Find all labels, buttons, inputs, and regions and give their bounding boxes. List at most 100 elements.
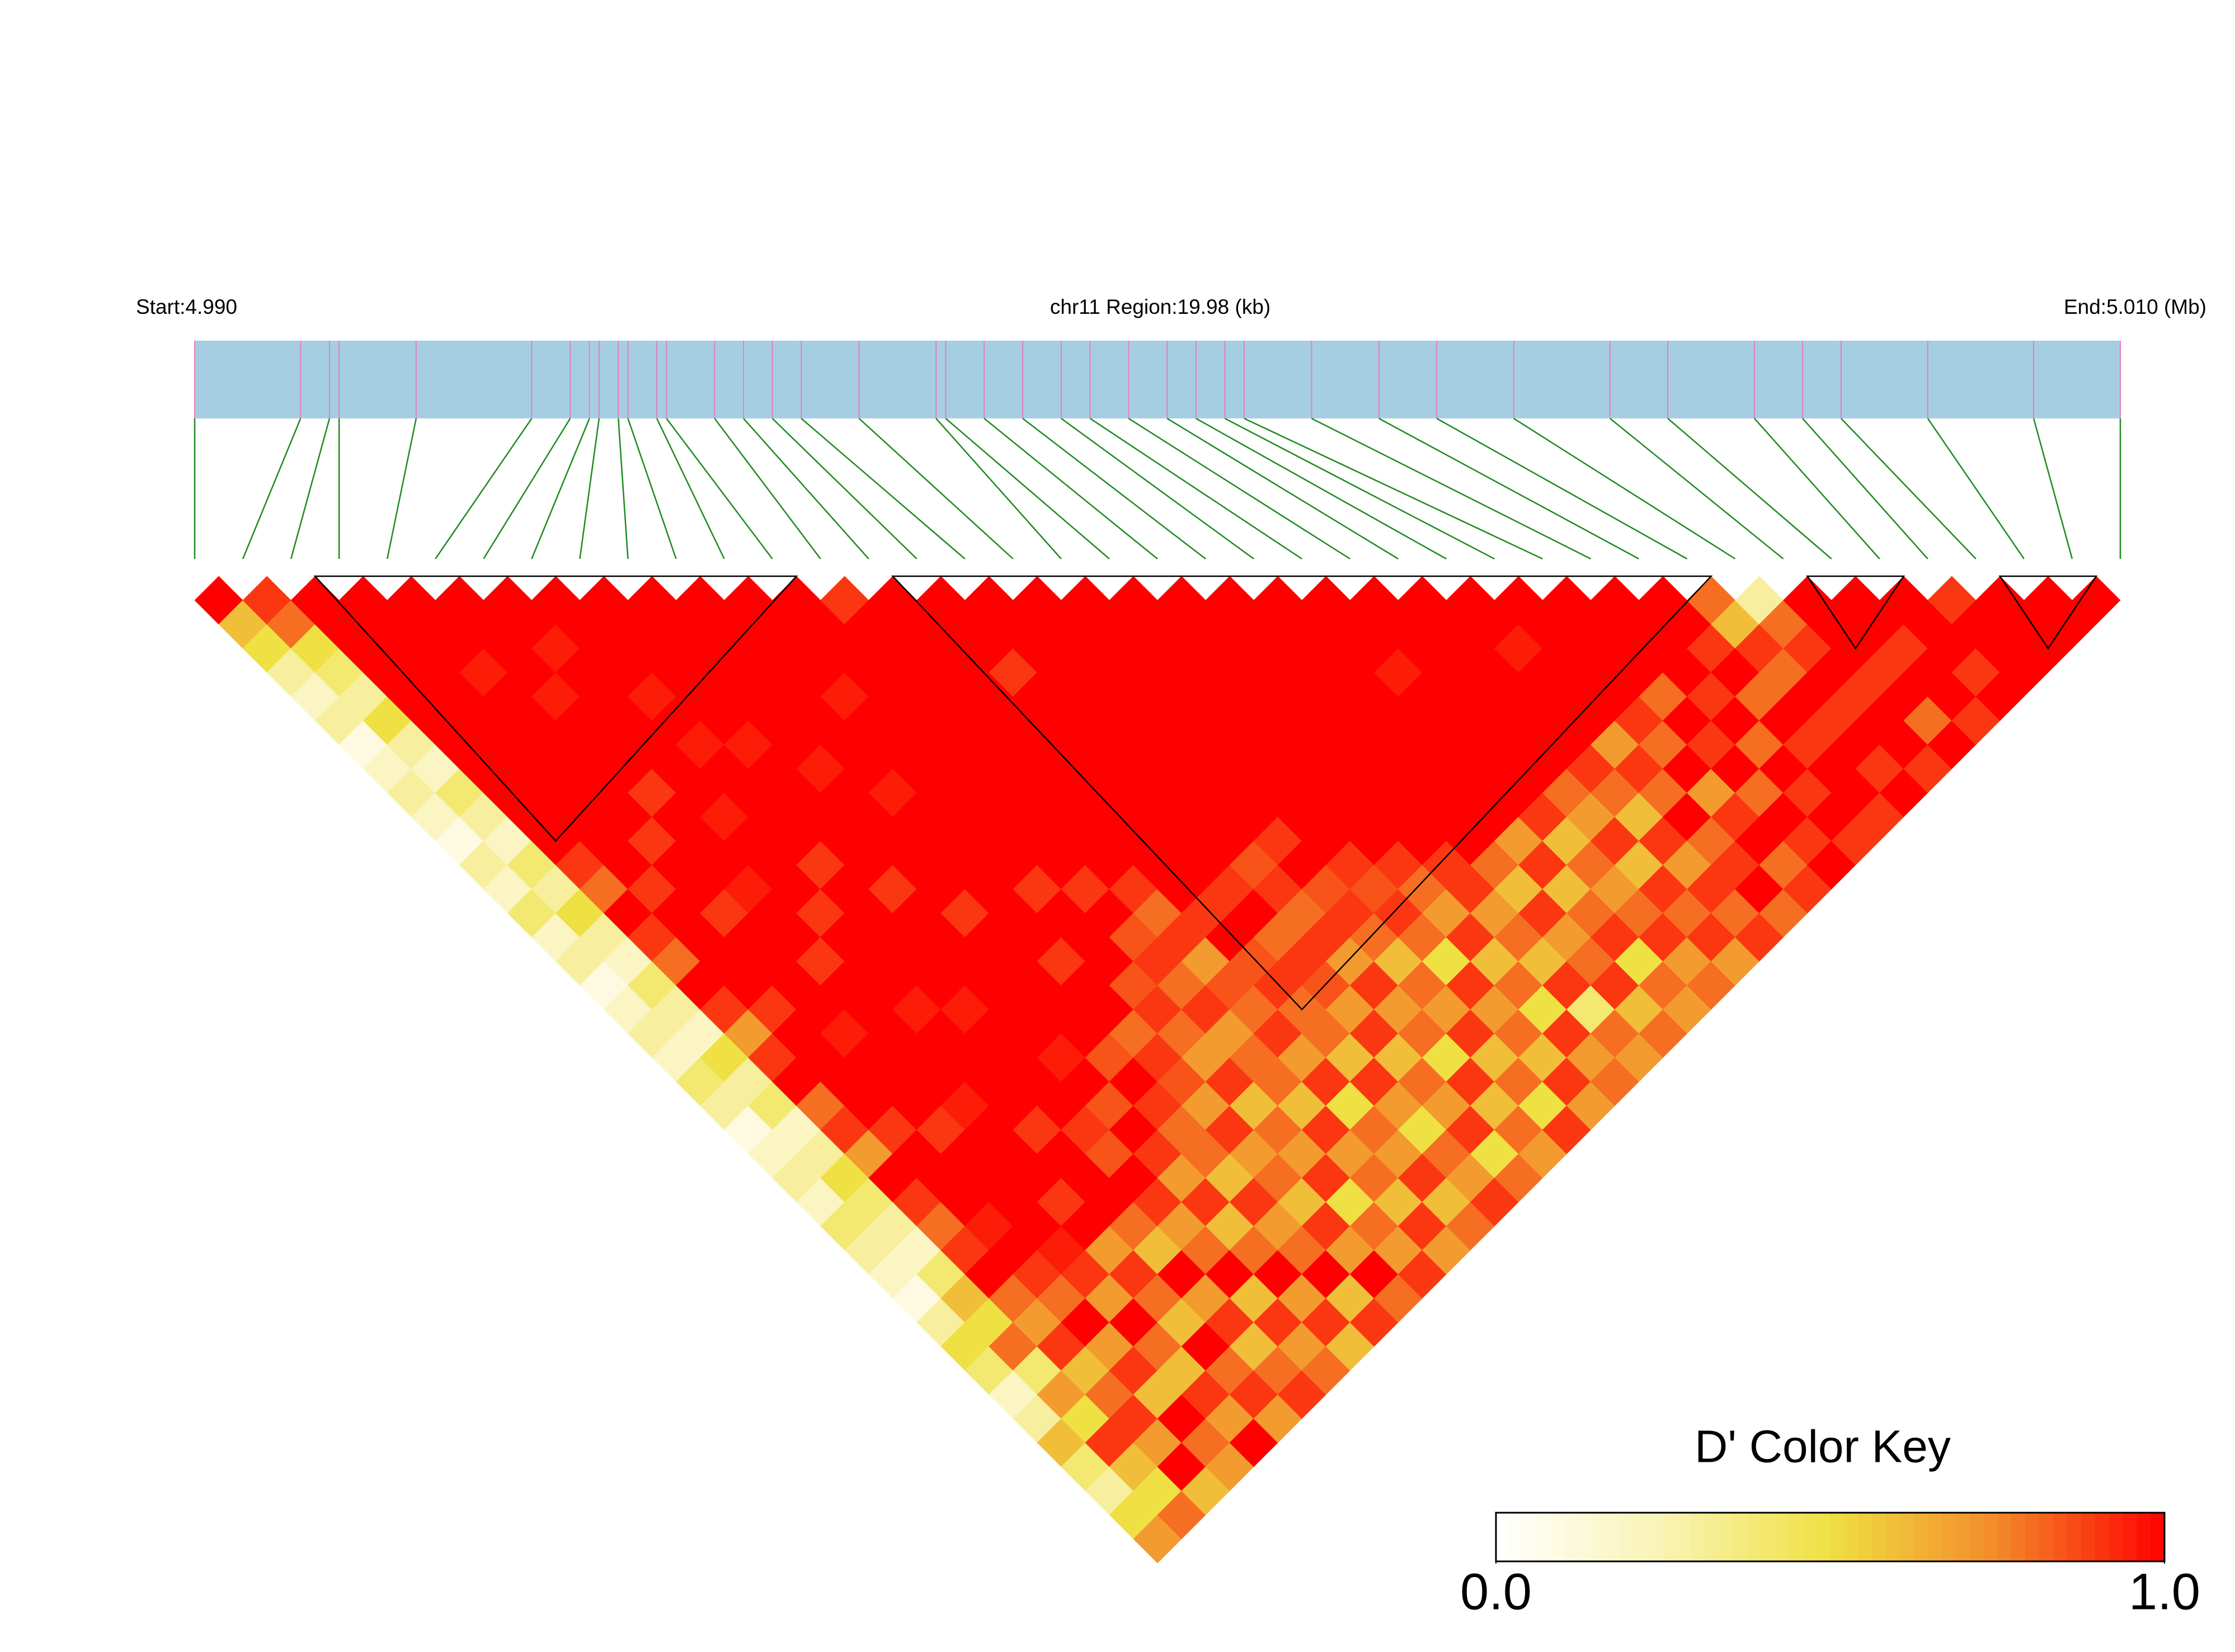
color-key-swatch bbox=[1872, 1513, 1886, 1561]
color-key-swatch bbox=[2067, 1513, 2082, 1561]
snp-connector bbox=[656, 418, 725, 559]
snp-connector bbox=[579, 418, 600, 559]
color-key-swatch bbox=[1607, 1513, 1622, 1561]
snp-connector bbox=[1128, 417, 1351, 560]
color-key-swatch bbox=[1677, 1513, 1692, 1561]
color-key-swatch bbox=[1788, 1513, 1803, 1561]
color-key-swatch bbox=[2039, 1513, 2054, 1561]
snp-connector bbox=[1311, 417, 1592, 560]
color-key-tick-label: 0.0 bbox=[1460, 1563, 1532, 1620]
color-key-swatch bbox=[2151, 1513, 2165, 1561]
color-key-swatch bbox=[1635, 1513, 1650, 1561]
color-key-swatch bbox=[1983, 1513, 1998, 1561]
snp-connector bbox=[1166, 417, 1399, 560]
snp-connector bbox=[1754, 418, 1880, 559]
color-key-swatch bbox=[1537, 1513, 1552, 1561]
color-key-swatch bbox=[2137, 1513, 2151, 1561]
snp-connector bbox=[617, 418, 629, 559]
gene-bar bbox=[195, 341, 2120, 418]
color-key-swatch bbox=[1969, 1513, 1984, 1561]
color-key-swatch bbox=[1663, 1513, 1678, 1561]
snp-connector bbox=[386, 418, 417, 559]
ld-block-outline bbox=[313, 575, 798, 843]
snp-connector bbox=[531, 418, 590, 559]
snp-connector bbox=[1378, 417, 1640, 560]
snp-connector bbox=[801, 418, 966, 559]
color-key-swatch bbox=[1593, 1513, 1608, 1561]
snp-connector bbox=[935, 418, 1062, 559]
color-key-swatch bbox=[1621, 1513, 1636, 1561]
ld-block-outline bbox=[1806, 575, 1905, 650]
color-key-swatch bbox=[1844, 1513, 1859, 1561]
color-key-swatch bbox=[1719, 1513, 1734, 1561]
snp-connector bbox=[290, 418, 331, 559]
snp-connector bbox=[1802, 418, 1928, 559]
snp-connector bbox=[743, 418, 869, 559]
color-key-swatch bbox=[1927, 1513, 1942, 1561]
snp-connector bbox=[1927, 418, 2025, 559]
color-key-swatch bbox=[1523, 1513, 1538, 1561]
snp-connector bbox=[1667, 418, 1832, 559]
color-key-swatch bbox=[2109, 1513, 2124, 1561]
snp-connector bbox=[1841, 418, 1977, 559]
snp-connector bbox=[1196, 417, 1447, 560]
color-key-swatch bbox=[1941, 1513, 1956, 1561]
snp-connector bbox=[984, 418, 1158, 559]
ld-cell bbox=[2072, 576, 2121, 625]
color-key-swatch bbox=[1747, 1513, 1761, 1561]
color-key-swatch bbox=[1691, 1513, 1706, 1561]
color-key-swatch bbox=[1774, 1513, 1789, 1561]
color-key-swatch bbox=[1997, 1513, 2012, 1561]
color-key-swatch bbox=[1816, 1513, 1831, 1561]
snp-connector bbox=[771, 418, 917, 559]
color-key-swatch bbox=[1830, 1513, 1845, 1561]
color-key-swatch bbox=[2053, 1513, 2068, 1561]
color-key-swatch bbox=[2081, 1513, 2096, 1561]
color-key-swatch bbox=[1705, 1513, 1720, 1561]
color-key-swatch bbox=[1761, 1513, 1775, 1561]
start-label: Start:4.990 bbox=[136, 295, 237, 318]
color-key-swatch bbox=[1579, 1513, 1594, 1561]
end-label: End:5.010 (Mb) bbox=[2064, 295, 2206, 318]
snp-connector bbox=[483, 418, 571, 559]
snp-connector bbox=[666, 418, 773, 559]
color-key-swatch bbox=[2095, 1513, 2110, 1561]
snp-connector bbox=[1061, 417, 1254, 560]
color-key-swatch bbox=[1886, 1513, 1900, 1561]
color-key-swatch bbox=[2011, 1513, 2026, 1561]
snp-connector bbox=[1610, 418, 1784, 559]
color-key-swatch bbox=[1733, 1513, 1747, 1561]
ld-block-outline bbox=[1998, 575, 2098, 650]
region-label: chr11 Region:19.98 (kb) bbox=[1050, 295, 1271, 318]
color-key-swatch bbox=[2123, 1513, 2138, 1561]
ld-block-outline bbox=[891, 575, 1713, 1011]
snp-connector bbox=[858, 418, 1014, 559]
color-key-swatch bbox=[1551, 1513, 1566, 1561]
color-key-swatch bbox=[1955, 1513, 1970, 1561]
color-key-swatch bbox=[1496, 1513, 1511, 1561]
color-key-swatch bbox=[1565, 1513, 1580, 1561]
color-key-swatch bbox=[2025, 1513, 2040, 1561]
snp-connector bbox=[1244, 417, 1543, 560]
snp-connector bbox=[714, 418, 821, 559]
color-key-swatch bbox=[1858, 1513, 1872, 1561]
color-key-swatch bbox=[1899, 1513, 1914, 1561]
snp-connector bbox=[1513, 417, 1736, 560]
snp-connector bbox=[945, 418, 1110, 559]
color-key-swatch bbox=[1649, 1513, 1664, 1561]
color-key-swatch bbox=[1913, 1513, 1928, 1561]
colorbar-title: D' Color Key bbox=[1695, 1422, 1951, 1472]
snp-connector bbox=[1436, 417, 1688, 560]
snp-connector bbox=[627, 418, 677, 559]
snp-connector bbox=[435, 418, 533, 559]
snp-connector bbox=[242, 418, 302, 559]
color-key-swatch bbox=[1509, 1513, 1524, 1561]
snp-connector bbox=[1224, 417, 1495, 560]
color-key-frame bbox=[1495, 1512, 2166, 1562]
snp-connector bbox=[2032, 418, 2073, 559]
snp-connector bbox=[1022, 418, 1206, 559]
snp-connector bbox=[1089, 417, 1302, 560]
color-key-swatch bbox=[1802, 1513, 1817, 1561]
